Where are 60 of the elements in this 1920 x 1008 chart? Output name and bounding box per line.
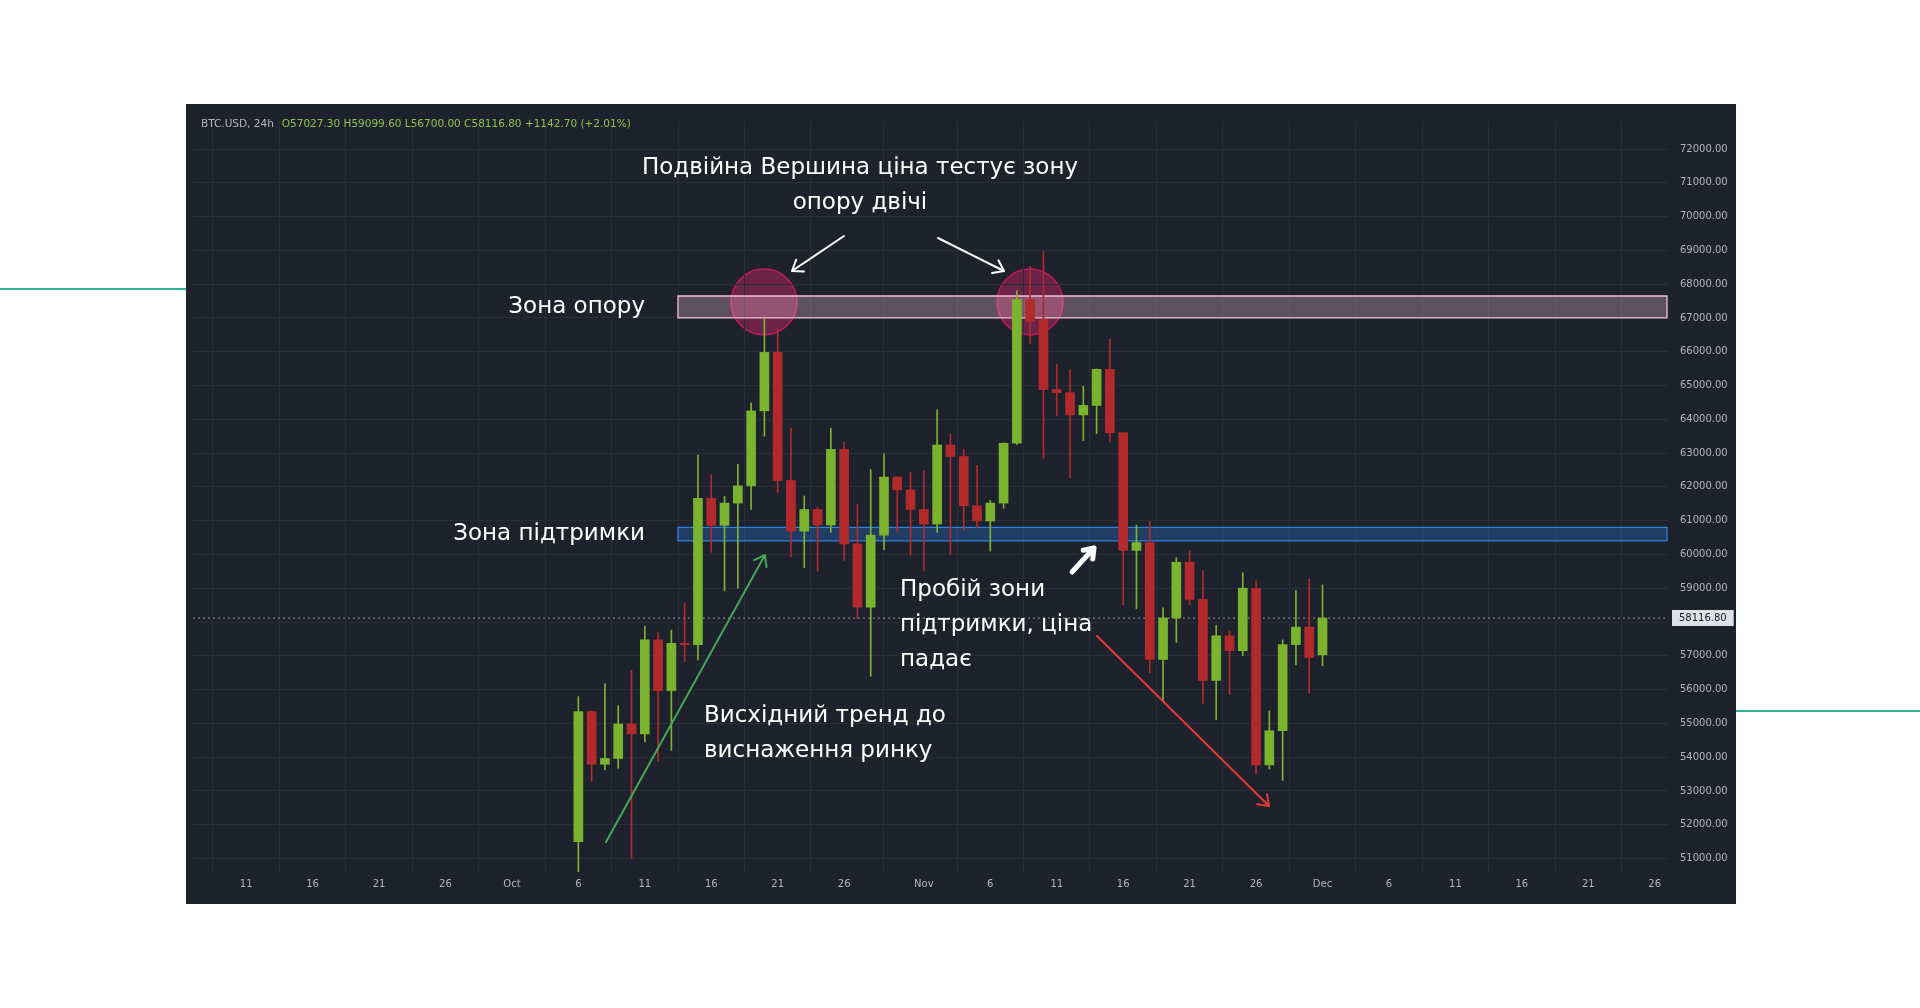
y-tick-label: 62000.00 <box>1680 480 1728 492</box>
y-tick-label: 65000.00 <box>1680 379 1728 391</box>
x-tick-label: 6 <box>987 877 994 889</box>
y-tick-label: 66000.00 <box>1680 345 1728 357</box>
chart-subtitle: O57027.30 H59099.60 L56700.00 C58116.80 +1142.70 (+2.01%) <box>281 116 631 129</box>
x-tick-label: 26 <box>439 877 452 889</box>
y-tick-label: 70000.00 <box>1680 210 1728 222</box>
x-tick-label: 6 <box>575 877 582 889</box>
x-tick-label: Dec <box>1312 877 1333 889</box>
candlestick <box>972 464 982 529</box>
y-tick-label: 53000.00 <box>1680 784 1728 796</box>
y-tick-label: 52000.00 <box>1680 818 1728 830</box>
y-tick-label: 63000.00 <box>1680 446 1728 458</box>
candlestick <box>600 683 610 771</box>
candlestick <box>892 476 903 533</box>
y-tick-label: 54000.00 <box>1680 750 1728 762</box>
x-tick-label: 6 <box>1385 877 1393 889</box>
x-tick-label: Oct <box>503 877 521 889</box>
x-tick-label: 21 <box>1581 877 1595 889</box>
x-tick-label: 21 <box>1183 877 1196 889</box>
x-tick-label: 21 <box>771 877 785 889</box>
x-tick-label: 11 <box>1050 877 1064 889</box>
y-tick-label: 61000.00 <box>1680 514 1728 526</box>
x-tick-label: Nov <box>914 877 934 889</box>
y-tick-label: 59000.00 <box>1680 581 1728 593</box>
y-tick-label: 67000.00 <box>1680 311 1728 323</box>
candlestick <box>732 463 743 589</box>
x-tick-label: 11 <box>239 877 253 889</box>
x-tick-label: 26 <box>1648 877 1662 889</box>
annotation: Пробій зони підтримки, ціна падає <box>900 574 1094 673</box>
x-tick-label: 16 <box>1116 877 1130 889</box>
y-tick-label: 71000.00 <box>1680 176 1728 188</box>
x-tick-label: 11 <box>638 877 652 889</box>
x-tick-label: 16 <box>306 877 319 889</box>
candlestick <box>1291 590 1301 666</box>
x-tick-label: 26 <box>837 877 851 889</box>
y-tick-label: 68000.00 <box>1680 277 1728 289</box>
y-tick-label: 57000.00 <box>1680 649 1728 661</box>
y-tick-label: 72000.00 <box>1680 142 1728 154</box>
ref-line-label: 58116.80 <box>1679 611 1727 623</box>
y-tick-label: 56000.00 <box>1680 683 1728 695</box>
y-tick-label: 60000.00 <box>1680 548 1728 560</box>
x-tick-label: 21 <box>372 877 386 889</box>
y-tick-label: 69000.00 <box>1680 243 1728 255</box>
candlestick <box>1065 369 1075 479</box>
y-tick-label: 51000.00 <box>1680 852 1728 864</box>
y-tick-label: 64000.00 <box>1680 412 1728 424</box>
x-tick-label: 16 <box>1515 877 1529 889</box>
x-tick-label: 16 <box>704 877 718 889</box>
candlestick <box>919 470 929 572</box>
x-tick-label: 26 <box>1249 877 1263 889</box>
y-tick-label: 55000.00 <box>1680 716 1728 728</box>
annotation: Висхідний тренд до виснаження ринку <box>704 700 947 764</box>
chart-title: BTC.USD, 24h <box>201 116 274 129</box>
band-label: Зона опору <box>508 291 645 318</box>
x-tick-label: 11 <box>1449 877 1462 889</box>
candlestick <box>1051 363 1062 417</box>
band-label: Зона підтримки <box>453 519 645 546</box>
candlestick <box>1078 385 1089 441</box>
annotation: Подвійна Вершина ціна тестує зону опору двічі <box>640 152 1080 216</box>
